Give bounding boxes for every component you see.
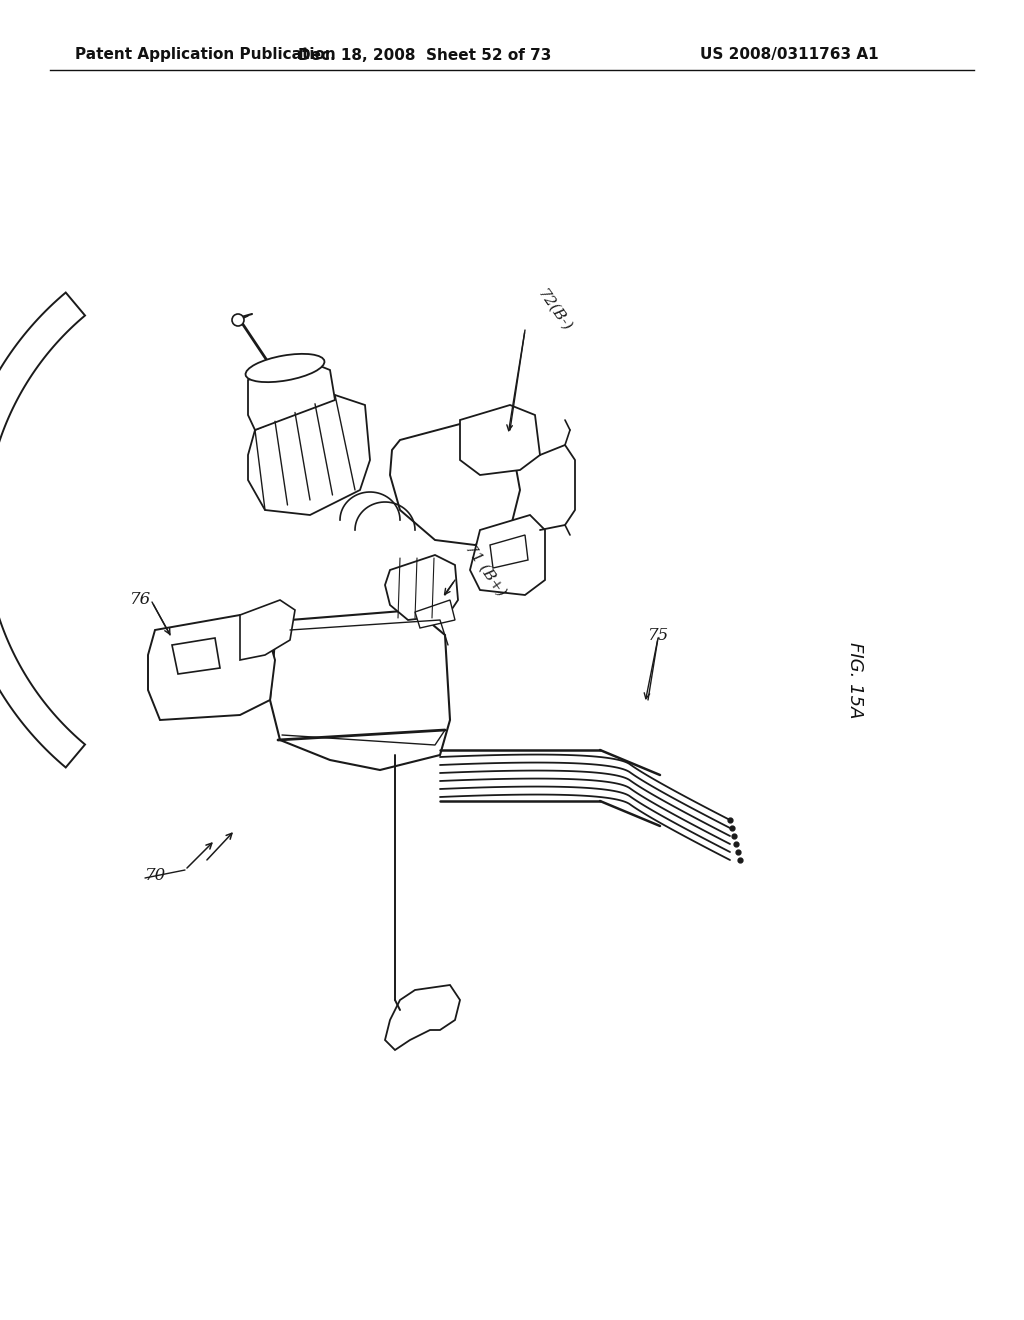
Polygon shape	[248, 395, 370, 515]
Polygon shape	[385, 554, 458, 620]
Text: 76: 76	[130, 591, 152, 609]
Text: Patent Application Publication: Patent Application Publication	[75, 48, 336, 62]
Polygon shape	[270, 610, 450, 770]
Text: Dec. 18, 2008  Sheet 52 of 73: Dec. 18, 2008 Sheet 52 of 73	[298, 48, 552, 62]
Polygon shape	[240, 601, 295, 660]
Polygon shape	[172, 638, 220, 675]
Text: 70: 70	[145, 866, 166, 883]
Polygon shape	[248, 360, 335, 430]
Polygon shape	[490, 535, 528, 568]
Text: 71 (B+): 71 (B+)	[462, 541, 508, 598]
Polygon shape	[390, 420, 520, 545]
Polygon shape	[460, 405, 540, 475]
Text: 75: 75	[648, 627, 670, 644]
Polygon shape	[0, 293, 85, 767]
Text: 72(B-): 72(B-)	[535, 286, 573, 334]
Text: FIG. 15A: FIG. 15A	[846, 642, 864, 718]
Polygon shape	[385, 985, 460, 1049]
Polygon shape	[470, 515, 545, 595]
Text: US 2008/0311763 A1: US 2008/0311763 A1	[700, 48, 879, 62]
Polygon shape	[148, 615, 275, 719]
Circle shape	[232, 314, 244, 326]
Ellipse shape	[246, 354, 325, 381]
Polygon shape	[415, 601, 455, 628]
